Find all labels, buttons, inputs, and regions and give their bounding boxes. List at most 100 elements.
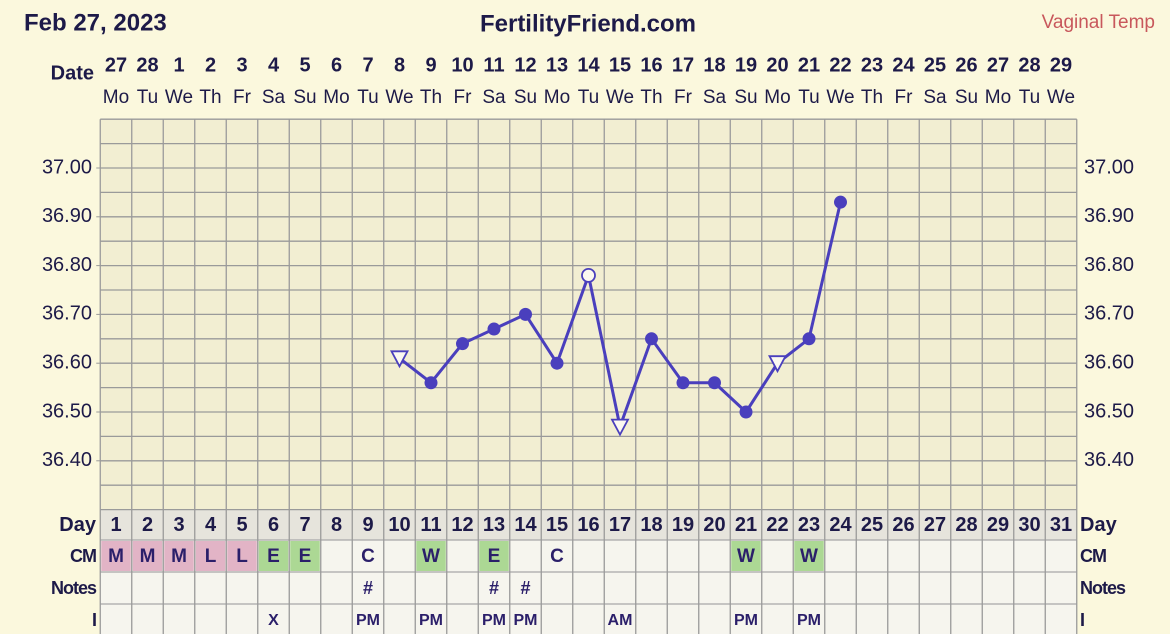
weekday-label: We [826, 87, 854, 108]
date-label: 11 [483, 54, 504, 76]
weekday-label: We [165, 87, 193, 108]
weekday-label: Th [199, 87, 221, 108]
row-label: Day [59, 514, 97, 536]
weekday-label: Mo [544, 87, 570, 108]
date-label: 27 [105, 54, 127, 76]
cycle-day: 15 [546, 514, 568, 536]
chart-date: Feb 27, 2023 [24, 9, 167, 36]
cm-cell [132, 541, 163, 571]
weekday-label: Tu [137, 87, 158, 108]
temperature-point [768, 355, 787, 374]
date-label: 8 [394, 54, 405, 76]
cm-cell [101, 541, 131, 571]
weekday-label: Sa [923, 87, 947, 108]
date-label: 4 [268, 54, 280, 76]
temperature-point [487, 322, 501, 336]
y-tick-label-right: 37.00 [1084, 156, 1134, 178]
cycle-day: 24 [829, 514, 852, 536]
cycle-day: 19 [672, 514, 694, 536]
date-label: Date [51, 62, 94, 84]
cycle-day: 31 [1050, 514, 1072, 536]
cm-value: E [299, 546, 312, 567]
weekday-label: Mo [985, 87, 1011, 108]
y-tick-label-right: 36.40 [1084, 449, 1134, 471]
weekday-label: Sa [262, 87, 286, 108]
cycle-day: 30 [1018, 514, 1040, 536]
weekday-label: We [385, 87, 413, 108]
temperature-point [550, 356, 564, 370]
temperature-point [739, 405, 753, 419]
weekday-label: Th [640, 87, 662, 108]
cycle-day: 12 [451, 514, 473, 536]
note-value: # [363, 578, 373, 598]
date-label: 1 [173, 54, 184, 76]
cm-value: M [171, 546, 187, 567]
temperature-point [581, 267, 596, 283]
date-label: 14 [577, 54, 600, 76]
cm-value: C [361, 546, 375, 567]
weekday-label: Th [420, 87, 442, 108]
date-label: 28 [1018, 54, 1040, 76]
date-label: 22 [829, 54, 851, 76]
intercourse-value: PM [734, 612, 758, 629]
weekday-label: We [606, 87, 634, 108]
cm-cell [258, 541, 289, 571]
day-row-bg [100, 509, 1077, 540]
cm-value: C [550, 546, 564, 567]
temperature-point [390, 350, 409, 369]
cm-value: W [422, 546, 440, 567]
cm-cell [227, 541, 257, 571]
date-label: 28 [136, 54, 158, 76]
row-label: I [92, 610, 96, 630]
date-label: 13 [546, 54, 568, 76]
date-label: 15 [609, 54, 631, 76]
cycle-day: 17 [609, 514, 631, 536]
temperature-point [708, 376, 721, 390]
cm-value: E [488, 546, 501, 567]
date-label: 29 [1050, 54, 1072, 76]
cm-cell [479, 541, 509, 571]
weekday-label: Su [514, 87, 537, 108]
weekday-label: Tu [357, 87, 378, 108]
row-label-right: CM [1080, 546, 1106, 566]
weekday-label: Mo [323, 87, 349, 108]
date-label: 20 [766, 54, 788, 76]
y-tick-label: 36.40 [42, 449, 92, 471]
y-tick-label: 37.00 [42, 156, 92, 178]
row-label-right: Day [1080, 514, 1118, 536]
temperature-point [519, 307, 532, 321]
date-label: 2 [205, 54, 216, 76]
date-label: 6 [331, 54, 342, 76]
cycle-day: 18 [640, 514, 662, 536]
weekday-label: Su [955, 87, 978, 108]
date-label: 26 [955, 54, 977, 76]
weekday-label: Sa [703, 87, 727, 108]
row-label: CM [70, 546, 96, 566]
date-label: 10 [451, 54, 473, 76]
temperature-point [802, 332, 816, 346]
date-label: 24 [892, 54, 915, 76]
date-label: 19 [735, 54, 757, 76]
cycle-day: 27 [924, 514, 946, 536]
y-tick-label: 36.70 [42, 303, 92, 325]
cycle-day: 9 [362, 514, 373, 536]
cycle-day: 22 [766, 514, 788, 536]
site-name: FertilityFriend.com [480, 10, 696, 37]
cm-value: L [205, 546, 217, 567]
row-label-right: Notes [1080, 578, 1126, 598]
temperature-point [834, 195, 847, 209]
cycle-day: 29 [987, 514, 1009, 536]
y-tick-label-right: 36.60 [1084, 351, 1134, 373]
intercourse-value: PM [514, 612, 538, 629]
temperature-point [456, 337, 469, 351]
date-label: 16 [640, 54, 662, 76]
y-tick-label: 36.50 [42, 400, 92, 422]
intercourse-value: PM [797, 612, 821, 629]
temp-type: Vaginal Temp [1042, 12, 1155, 33]
weekday-label: Su [293, 87, 316, 108]
temperature-point [676, 376, 690, 390]
cycle-day: 3 [173, 514, 184, 536]
cycle-day: 5 [236, 514, 247, 536]
weekday-label: Fr [454, 87, 473, 108]
weekday-label: Tu [798, 87, 819, 108]
